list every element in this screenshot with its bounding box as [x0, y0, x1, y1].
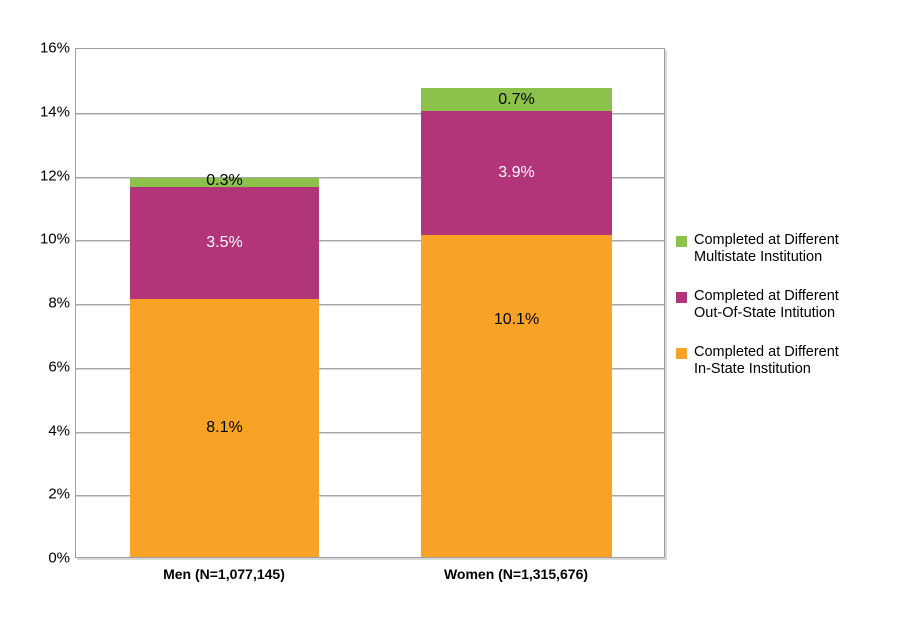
legend-label-line2: In-State Institution: [694, 361, 811, 377]
bar-segment-in-state[interactable]: 8.1%: [130, 298, 319, 557]
bar-segment-label: 3.9%: [498, 163, 535, 181]
legend: Completed at Different Multistate Instit…: [676, 232, 891, 400]
legend-label-line2: Multistate Institution: [694, 249, 823, 265]
y-axis-tick-label: 16%: [39, 39, 70, 57]
bar-segment-in-state[interactable]: 10.1%: [421, 235, 612, 557]
legend-label-line1: Completed at Different: [694, 232, 839, 248]
bar-segment-out-of-state[interactable]: 3.9%: [421, 110, 612, 235]
legend-item-out-of-state[interactable]: Completed at Different Out-Of-State Inti…: [676, 288, 891, 322]
plot-area: 8.1% 3.5% 0.3% 10.1% 3.9% 0.7%: [75, 48, 665, 558]
legend-swatch-magenta: [676, 292, 687, 303]
bar-segment-out-of-state[interactable]: 3.5%: [130, 187, 319, 299]
y-axis-tick-label: 10%: [39, 230, 70, 248]
bar-segment-label: 3.5%: [206, 234, 243, 252]
bar-segment-label: 8.1%: [206, 418, 243, 436]
x-axis-tick-label-women: Women (N=1,315,676): [443, 566, 589, 582]
gridline: [76, 367, 664, 370]
legend-label-line2: Out-Of-State Intitution: [694, 305, 836, 321]
gridline: [76, 240, 664, 243]
legend-item-multistate[interactable]: Completed at Different Multistate Instit…: [676, 232, 891, 266]
legend-swatch-orange: [676, 348, 687, 359]
y-axis-tick-label: 4%: [48, 422, 70, 439]
gridline: [76, 495, 664, 498]
bar-women[interactable]: 10.1% 3.9% 0.7%: [421, 88, 612, 557]
bar-segment-label: 0.3%: [206, 172, 243, 190]
y-axis: 16% 14% 12% 10% 8% 6% 4% 2% 0%: [0, 40, 70, 567]
legend-label-line1: Completed at Different: [694, 344, 839, 360]
y-axis-tick-label: 2%: [48, 485, 70, 503]
bar-segment-label: 0.7%: [498, 90, 535, 108]
gridline: [76, 431, 664, 434]
y-axis-tick-label: 12%: [39, 167, 70, 184]
y-axis-tick-label: 8%: [48, 294, 70, 312]
gridline: [76, 304, 664, 306]
gridline: [76, 176, 664, 179]
y-axis-tick-label: 6%: [48, 358, 70, 376]
bar-segment-multistate[interactable]: 0.3%: [130, 173, 319, 189]
y-axis-tick-label: 0%: [48, 549, 70, 567]
bar-segment-label: 10.1%: [493, 311, 540, 328]
bar-men[interactable]: 8.1% 3.5% 0.3%: [130, 173, 319, 557]
legend-swatch-green: [676, 236, 687, 247]
y-axis-tick-label: 14%: [39, 103, 70, 121]
legend-item-in-state[interactable]: Completed at Different In-State Institut…: [676, 344, 891, 378]
gridline: [76, 112, 664, 115]
legend-label-line1: Completed at Different: [694, 288, 839, 304]
x-axis-tick-label-men: Men (N=1,077,145): [163, 566, 285, 582]
bar-segment-multistate[interactable]: 0.7%: [421, 88, 612, 111]
